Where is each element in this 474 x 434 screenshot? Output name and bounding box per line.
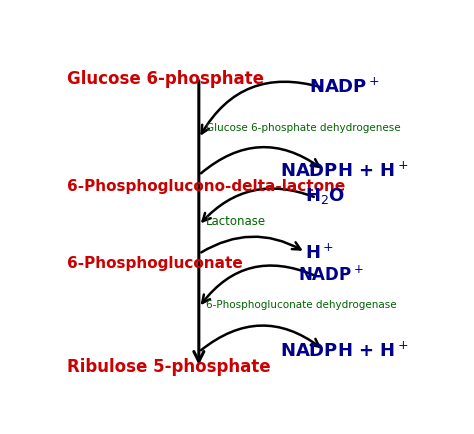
Text: 6-Phosphogluconate dehydrogenase: 6-Phosphogluconate dehydrogenase — [206, 299, 397, 309]
Text: NADPH + H$^+$: NADPH + H$^+$ — [280, 341, 409, 360]
Text: NADPH + H$^+$: NADPH + H$^+$ — [280, 161, 409, 181]
Text: Lactonase: Lactonase — [206, 214, 266, 227]
Text: 6-Phosphoglucono-delta-lactone: 6-Phosphoglucono-delta-lactone — [66, 178, 345, 193]
Text: NADP$^+$: NADP$^+$ — [309, 78, 380, 97]
Text: H$_2$O: H$_2$O — [305, 186, 346, 206]
Text: Glucose 6-phosphate dehydrogenese: Glucose 6-phosphate dehydrogenese — [206, 122, 401, 132]
Text: NADP$^+$: NADP$^+$ — [298, 265, 364, 284]
Text: Ribulose 5-phosphate: Ribulose 5-phosphate — [66, 357, 270, 375]
Text: Glucose 6-phosphate: Glucose 6-phosphate — [66, 70, 264, 88]
Text: H$^+$: H$^+$ — [305, 243, 334, 262]
Text: 6-Phosphogluconate: 6-Phosphogluconate — [66, 255, 242, 270]
